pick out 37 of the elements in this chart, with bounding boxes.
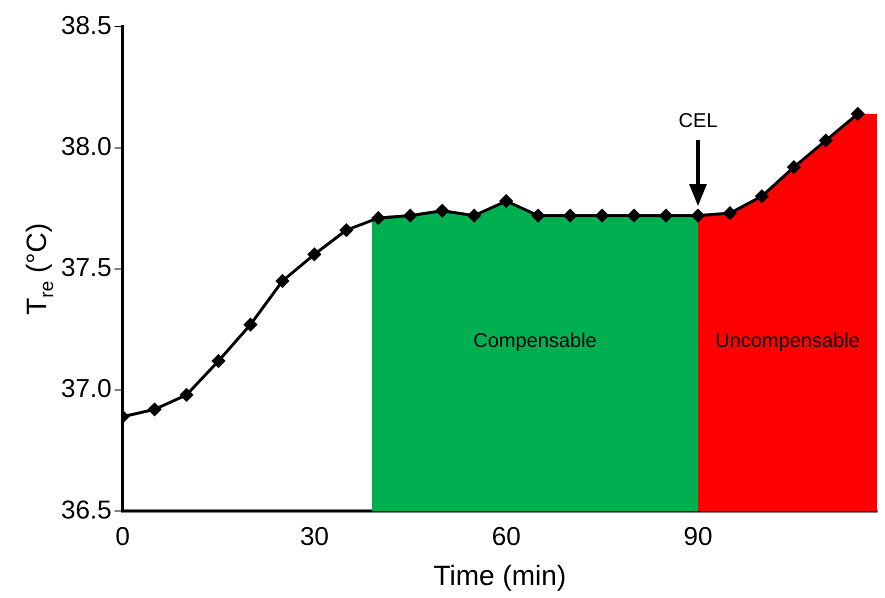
y-axis-title: Tre (°C) xyxy=(21,222,58,315)
band-label: Uncompensable xyxy=(715,330,860,352)
point xyxy=(404,209,417,222)
point xyxy=(532,209,545,222)
point xyxy=(596,209,609,222)
band-label: Compensable xyxy=(473,330,597,352)
y-tick-label: 37.5 xyxy=(60,252,112,282)
point xyxy=(564,209,577,222)
point xyxy=(372,212,385,225)
point xyxy=(436,204,449,218)
point xyxy=(340,224,353,237)
point xyxy=(212,354,225,368)
annotation: CEL xyxy=(678,110,718,132)
point xyxy=(819,134,832,147)
point xyxy=(148,402,162,416)
y-tick-label: 36.5 xyxy=(60,494,112,524)
x-tick-label: 90 xyxy=(684,520,712,551)
point xyxy=(628,209,641,222)
point xyxy=(723,206,736,220)
point xyxy=(276,274,289,288)
y-tick-label: 37.0 xyxy=(60,373,112,404)
y-tick-label: 38.0 xyxy=(60,130,112,161)
x-tick-label: 0 xyxy=(115,520,130,551)
point xyxy=(180,388,194,402)
x-tick-label: 60 xyxy=(492,520,521,551)
x-tick-label: 30 xyxy=(300,520,329,551)
point xyxy=(468,209,481,222)
y-tick-label: 38.5 xyxy=(60,10,112,40)
point xyxy=(691,209,704,222)
point xyxy=(755,190,768,203)
point xyxy=(851,107,864,120)
point xyxy=(660,209,673,222)
point xyxy=(244,318,257,332)
point xyxy=(308,248,321,261)
point xyxy=(787,160,800,174)
point xyxy=(500,194,513,208)
x-axis-title: Time (min) xyxy=(433,560,566,591)
